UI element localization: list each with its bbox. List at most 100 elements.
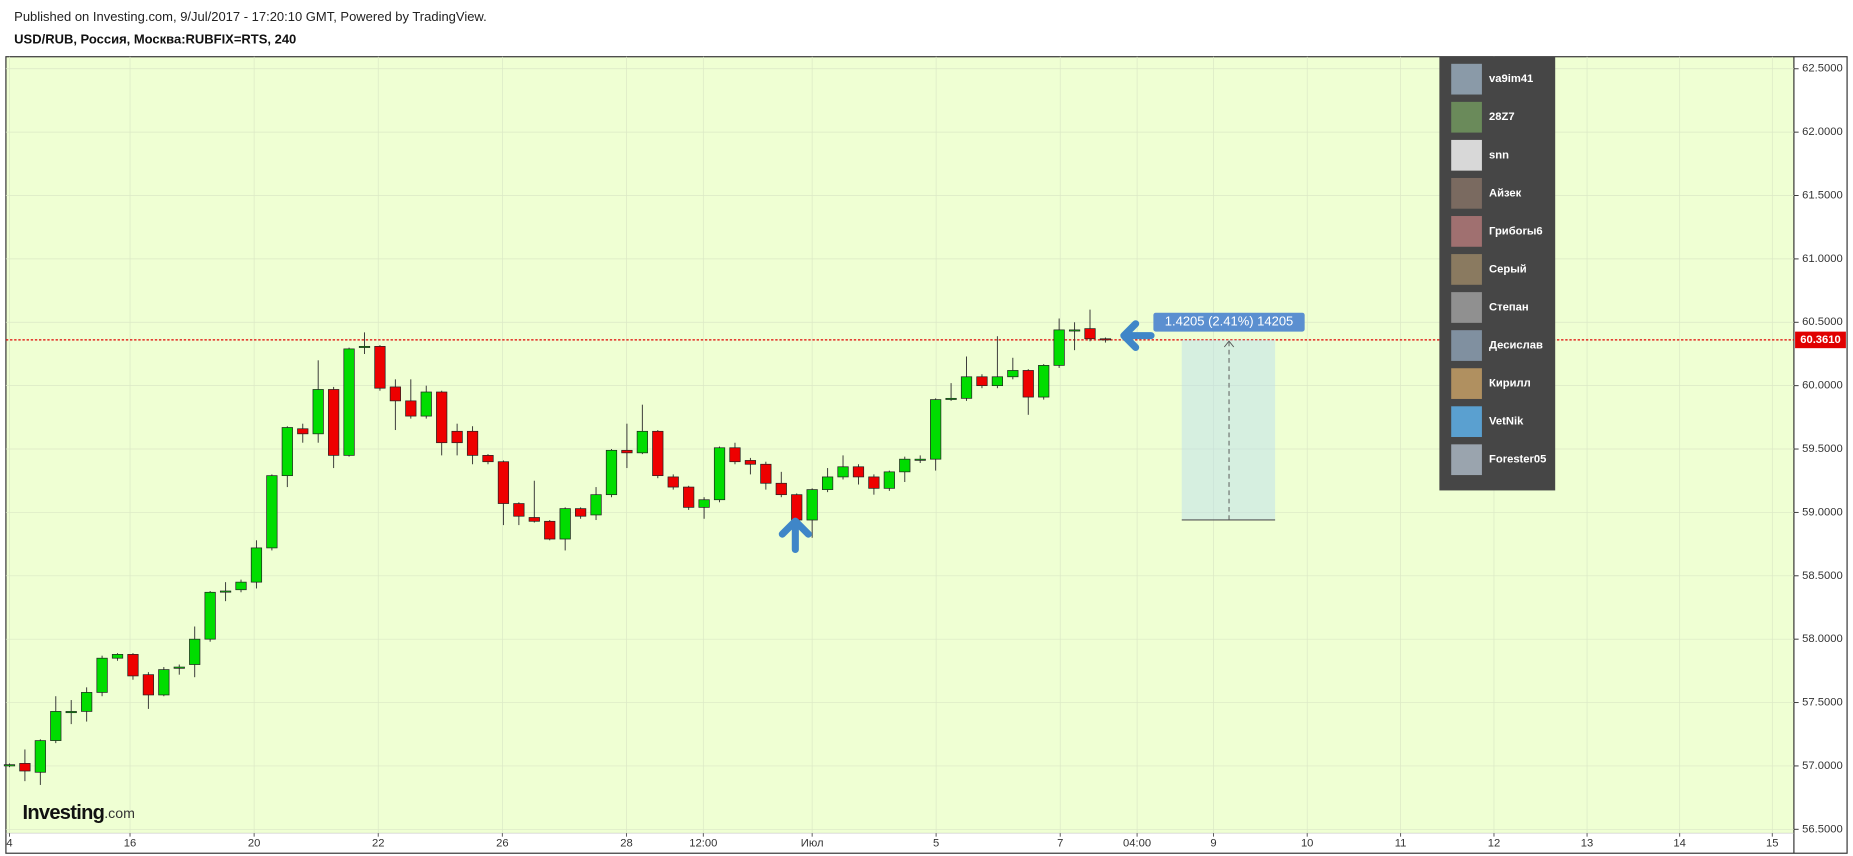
x-tick-label: 28 [620,838,632,850]
x-tick-label: 04:00 [1123,838,1151,850]
candle-body [34,740,46,773]
y-tick-label: 57.5000 [1802,697,1843,709]
y-tick-label: 59.0000 [1802,506,1843,518]
candle-body [219,590,232,593]
y-tick-label: 59.5000 [1802,443,1843,455]
candle-body [142,674,154,696]
candle-body [945,397,957,400]
measure-range [1181,339,1276,520]
x-tick-label: 13 [1581,838,1593,850]
user-name: Forester05 [1489,454,1546,466]
candle-body [328,389,340,456]
y-tick-label: 60.0000 [1802,380,1843,392]
candle-body [3,764,16,767]
last-price-tag [1795,331,1846,349]
candle-body [65,711,77,714]
candle-body [729,447,741,463]
candle-body [544,520,556,540]
candle-body [1084,328,1096,340]
candle-body [575,508,587,517]
candle-body [775,482,787,496]
user-name: 28Z7 [1489,111,1515,123]
x-tick-label: 7 [1057,838,1063,850]
candle-body [559,508,571,540]
y-tick-label: 62.5000 [1802,63,1843,75]
candle-body [466,430,479,456]
candle-body [111,654,124,659]
candle-body [158,669,170,696]
user-avatar [1451,101,1482,133]
user-avatar [1451,216,1482,247]
y-tick-label: 61.5000 [1802,189,1843,201]
user-avatar [1451,254,1482,285]
x-tick-label: 26 [496,838,508,850]
candle-body [698,499,710,508]
candle-body [266,475,278,549]
candle-body [821,476,834,490]
x-tick-label: 10 [1301,838,1313,850]
logo-suffix: .com [104,806,135,822]
logo: Investing.com [22,803,134,825]
candle-body [389,386,401,402]
user-name: va9im41 [1489,73,1533,85]
candle-body [50,711,62,741]
candle-body [1022,370,1034,398]
candle-body [760,463,772,484]
candle-body [96,657,108,693]
plot-frame [5,56,1848,854]
last-price-label: 60.3610 [1800,334,1841,346]
candle-body [636,430,648,454]
candle-body [235,581,247,591]
candle-body [343,348,355,456]
user-name: Айзек [1489,187,1522,199]
user-name: Кирилл [1489,378,1531,390]
candle-body [1068,329,1081,332]
left-arrow [1120,320,1155,351]
x-tick-label: 9 [1210,838,1216,850]
y-tick-label: 60.5000 [1802,316,1843,328]
measure-arrowhead [1223,340,1235,348]
candle-body [374,346,386,389]
x-tick-label: Июл [801,838,824,850]
candle-body [528,517,540,522]
candle-body [852,466,865,478]
candle-body [81,692,93,712]
x-tick-label: 15 [1766,838,1778,850]
published-note: Published on Investing.com, 9/Jul/2017 -… [14,9,487,24]
x-axis-strip [5,833,1794,854]
candle-body [405,400,417,417]
y-tick-label: 56.5000 [1802,823,1843,835]
user-name: Серый [1489,263,1527,275]
candle-body [358,346,371,348]
user-name: snn [1489,149,1509,161]
candle-body [960,376,973,399]
user-avatar [1451,63,1482,95]
candle-body [482,455,494,463]
up-arrow [778,517,812,554]
user-name: Грибоrы6 [1489,225,1543,237]
measure-label-box [1153,312,1305,332]
x-tick-label: 16 [124,838,136,850]
candle-body [19,763,31,772]
candle-body [837,466,849,478]
y-tick-label: 57.0000 [1802,760,1843,772]
candle-body [652,430,664,477]
candle-body [204,591,216,640]
x-tick-label: 5 [933,838,939,850]
candle-body [976,376,988,387]
candle-body [250,547,263,583]
candle-body [914,458,926,461]
candle-body [744,460,757,465]
candle-body [1007,370,1019,378]
x-tick-label: 4 [6,838,12,850]
candle-body [497,461,510,504]
y-tick-label: 58.0000 [1802,633,1843,645]
x-tick-label: 11 [1395,838,1407,850]
candle-body [1099,338,1112,341]
candle-body [281,427,293,477]
candle-body [451,430,463,444]
x-tick-label: 22 [372,838,384,850]
logo-main: Investing [22,803,104,825]
